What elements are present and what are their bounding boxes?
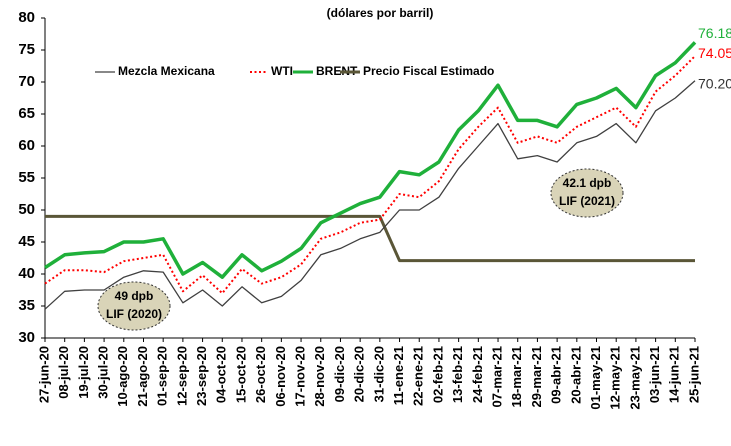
legend-item: Precio Fiscal Estimado	[340, 64, 494, 78]
x-tick-label: 21-ago-20	[135, 346, 150, 407]
x-tick-label: 01-sep-20	[155, 346, 170, 406]
legend-label: Mezcla Mexicana	[118, 64, 215, 78]
annotation-text: 42.1 dpb	[563, 176, 612, 190]
annotation-text: LIF (2021)	[559, 194, 615, 208]
x-tick-label: 11-ene-21	[391, 346, 406, 405]
series-line	[44, 80, 696, 310]
x-tick-label: 07-mar-21	[489, 346, 504, 407]
legend-label: BRENT	[316, 64, 358, 78]
value-label: 74.05	[698, 45, 731, 61]
x-tick-label: 09-abr-21	[549, 346, 564, 404]
y-tick-label: 70	[18, 73, 35, 90]
x-tick-label: 15-oct-20	[233, 346, 248, 403]
series-line	[45, 214, 695, 263]
x-tick-label: 13-feb-21	[450, 346, 465, 403]
x-tick-label: 12-sep-20	[174, 346, 189, 406]
x-tick-label: 29-mar-21	[529, 346, 544, 407]
x-tick-label: 14-jun-21	[667, 346, 682, 403]
x-tick-label: 23-sep-20	[194, 346, 209, 406]
y-tick-label: 65	[18, 105, 35, 122]
y-tick-label: 60	[18, 137, 35, 154]
annotation-bubble	[97, 281, 171, 331]
x-tick-label: 25-jun-21	[686, 346, 701, 403]
x-tick-label: 08-jul-20	[56, 346, 71, 399]
y-tick-label: 30	[18, 329, 35, 346]
x-tick-label: 01-may-21	[588, 346, 603, 410]
x-tick-label: 31-dic-20	[371, 346, 386, 402]
chart-title: (dólares por barril)	[327, 6, 434, 20]
y-tick-label: 50	[18, 201, 35, 218]
y-tick-label: 40	[18, 265, 35, 282]
annotation-text: LIF (2020)	[106, 307, 162, 321]
legend-label: WTI	[271, 64, 293, 78]
y-tick-label: 75	[18, 41, 35, 58]
legend-item: Mezcla Mexicana	[95, 64, 215, 78]
x-tick-label: 27-jun-20	[36, 346, 51, 403]
x-tick-label: 28-nov-20	[312, 346, 327, 407]
x-tick-label: 22-ene-21	[411, 346, 426, 406]
x-tick-label: 19-jul-20	[76, 346, 91, 399]
value-label: 70.20	[698, 75, 731, 91]
x-tick-label: 09-dic-20	[332, 346, 347, 402]
x-tick-label: 23-may-21	[627, 346, 642, 410]
legend-item: WTI	[250, 64, 293, 78]
x-tick-label: 10-ago-20	[115, 346, 130, 407]
series-line	[44, 41, 697, 279]
x-tick-label: 12-may-21	[608, 346, 623, 410]
x-tick-label: 26-oct-20	[253, 346, 268, 403]
annotation-bubble	[550, 168, 624, 218]
x-tick-label: 04-oct-20	[214, 346, 229, 403]
x-tick-label: 20-dic-20	[352, 346, 367, 402]
y-tick-label: 80	[18, 9, 35, 26]
x-tick-label: 18-mar-21	[509, 346, 524, 407]
x-tick-label: 02-feb-21	[430, 346, 445, 403]
x-tick-label: 17-nov-20	[292, 346, 307, 407]
y-tick-label: 35	[18, 297, 35, 314]
y-tick-label: 45	[18, 233, 35, 250]
x-tick-label: 06-nov-20	[273, 346, 288, 407]
x-tick-label: 30-jul-20	[96, 346, 111, 399]
y-tick-label: 55	[18, 169, 35, 186]
legend-item: BRENT	[293, 64, 358, 78]
x-tick-label: 20-abr-21	[568, 346, 583, 404]
x-tick-label: 24-feb-21	[470, 346, 485, 403]
annotation-text: 49 dpb	[115, 289, 154, 303]
x-tick-label: 03-jun-21	[647, 346, 662, 403]
value-label: 76.18	[698, 25, 731, 41]
legend-label: Precio Fiscal Estimado	[363, 64, 494, 78]
